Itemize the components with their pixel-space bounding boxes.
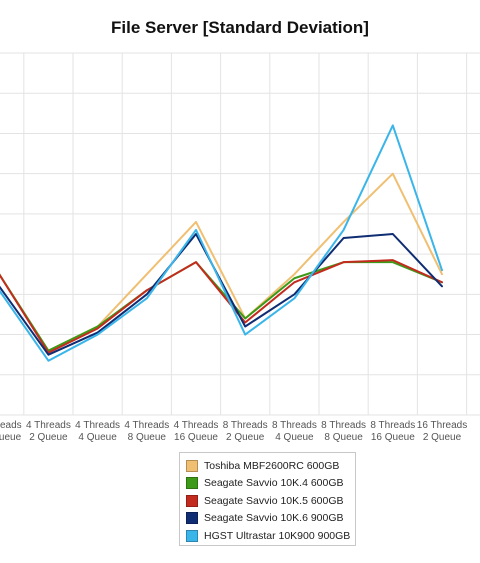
legend-label: HGST Ultrastar 10K900 900GB: [204, 529, 351, 542]
legend-item: Seagate Savvio 10K.4 600GB: [186, 475, 355, 493]
x-tick-label: 8 Threads 16 Queue: [370, 420, 415, 443]
series-line-3: [0, 259, 443, 354]
chart-title: File Server [Standard Deviation]: [111, 18, 369, 37]
legend-swatch: [186, 494, 198, 507]
x-tick-label: 8 Threads 8 Queue: [321, 420, 366, 443]
x-tick-label: 8 Threads 2 Queue: [223, 420, 268, 443]
x-tick-label: 4 Threads 8 Queue: [124, 420, 169, 443]
legend-item: Seagate Savvio 10K.6 900GB: [186, 510, 355, 528]
x-tick-label: 16 Threads 2 Queue: [417, 420, 467, 443]
series-line-4: [0, 233, 443, 356]
legend-swatch: [186, 477, 198, 490]
legend-swatch: [186, 512, 198, 525]
series-line-5: [0, 124, 443, 362]
legend-label: Seagate Savvio 10K.6 900GB: [204, 512, 344, 525]
legend-label: Toshiba MBF2600RC 600GB: [204, 459, 340, 472]
x-tick-label: 4 Threads 2 Queue: [26, 420, 71, 443]
x-tick-label: 8 Threads 4 Queue: [272, 420, 317, 443]
legend: Toshiba MBF2600RC 600GB Seagate Savvio 10…: [179, 452, 356, 546]
legend-label: Seagate Savvio 10K.5 600GB: [204, 494, 344, 507]
legend-item: Toshiba MBF2600RC 600GB: [186, 457, 355, 475]
x-tick-label: 4 Threads 16 Queue: [174, 420, 219, 443]
legend-swatch: [186, 459, 198, 472]
x-tick-label: 4 Threads 4 Queue: [75, 420, 120, 443]
legend-label: Seagate Savvio 10K.4 600GB: [204, 477, 344, 490]
legend-swatch: [186, 529, 198, 542]
legend-item: HGST Ultrastar 10K900 900GB: [186, 527, 355, 545]
legend-item: Seagate Savvio 10K.5 600GB: [186, 492, 355, 510]
